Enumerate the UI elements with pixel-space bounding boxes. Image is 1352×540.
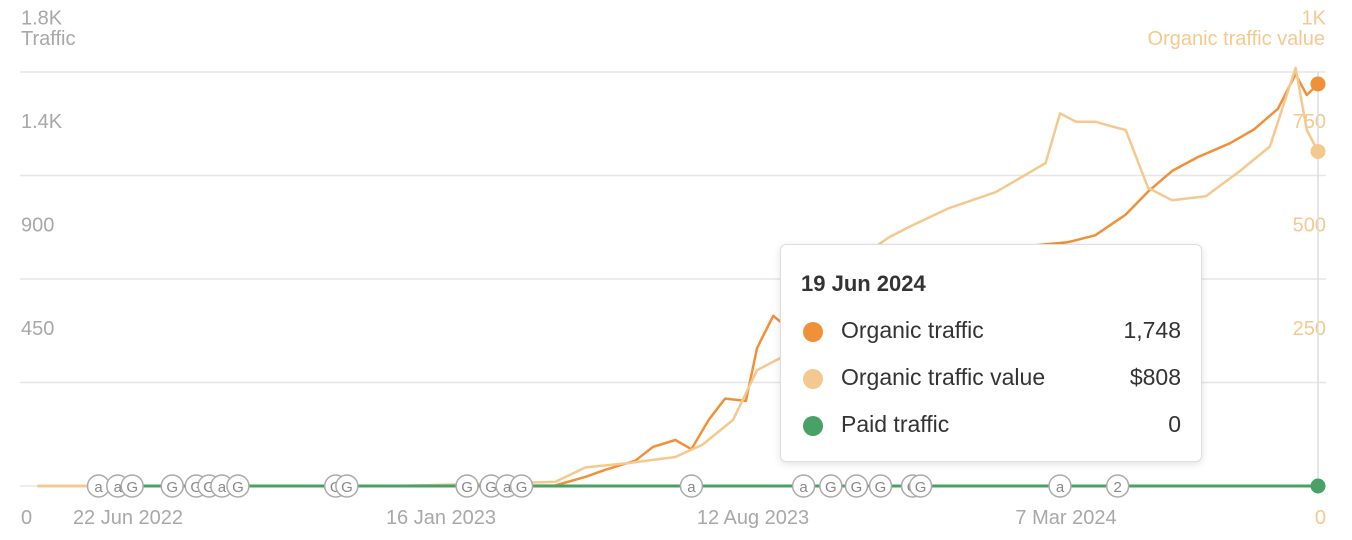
tooltip-label: Paid traffic [841,411,950,437]
y-tick-label-right: 500 [1293,214,1326,236]
y-tick-label-right: 0 [1315,507,1326,529]
annotation-marker-label: G [825,479,837,496]
y-tick-label-left: 450 [21,318,54,340]
annotation-marker [509,474,534,498]
tooltip-value: 0 [1168,411,1181,437]
annotation-marker [868,474,893,498]
y-tick-label-right: 250 [1293,318,1326,340]
paid-traffic-dot-icon [803,416,823,436]
annotation-marker [160,474,184,498]
y-tick-label-left: 1.4K [21,111,63,133]
annotation-marker-label: G [461,479,473,496]
annotation-marker [226,474,250,498]
tooltip-label: Organic traffic [841,317,984,343]
annotation-marker-label: G [126,479,138,496]
tooltip-row-organic-traffic-value: Organic traffic value $808 [801,364,1181,394]
tooltip-label: Organic traffic value [841,364,1046,390]
annotation-marker-label: G [851,479,863,496]
annotation-marker-label: a [114,479,123,496]
organic-traffic-value-dot-icon [803,369,823,389]
y-tick-label-right: 1K [1302,7,1327,29]
left-axis-title: Traffic [21,28,76,50]
y-tick-label-right: 750 [1293,111,1326,133]
annotation-marker-label: G [203,479,215,496]
annotation-marker [791,474,816,498]
annotation-marker [844,474,869,498]
annotation-marker-label: a [687,479,696,496]
annotation-marker-label: a [1056,479,1065,496]
annotation-marker-label: a [218,479,227,496]
annotation-marker [455,474,479,498]
x-tick-label: 7 Mar 2024 [1015,507,1116,529]
hover-point-organic-traffic-value [1310,143,1326,159]
annotation-marker-label: G [485,479,497,496]
annotation-marker-label: G [915,479,927,496]
annotation-marker-label: G [190,479,202,496]
annotation-marker [679,474,704,498]
annotation-marker-label: 2 [1114,479,1122,496]
y-tick-label-left: 1.8K [21,7,63,29]
annotation-marker-label: G [875,479,887,496]
x-tick-label: 22 Jun 2022 [73,507,183,529]
tooltip-value: 1,748 [1123,317,1181,343]
annotation-marker [908,474,933,498]
tooltip-value: $808 [1129,364,1181,390]
annotation-marker [1105,474,1130,498]
hover-tooltip: 19 Jun 2024 Organic traffic 1,748 Organi… [780,244,1202,462]
annotation-marker-label: G [232,479,244,496]
x-tick-label: 12 Aug 2023 [697,507,809,529]
hover-point-organic-traffic [1310,76,1326,92]
annotation-marker [120,474,144,498]
annotation-marker [335,474,359,498]
tooltip-row-organic-traffic: Organic traffic 1,748 [801,317,1181,347]
annotation-marker-label: G [341,479,353,496]
tooltip-row-paid-traffic: Paid traffic 0 [801,411,1181,441]
annotation-marker-label: a [503,479,512,496]
y-tick-label-left: 0 [21,507,32,529]
right-axis-title: Organic traffic value [1147,28,1326,50]
organic-traffic-dot-icon [803,322,823,342]
y-tick-label-left: 900 [21,214,54,236]
tooltip-date: 19 Jun 2024 [801,271,926,296]
series-line-organic-traffic-value [37,66,1320,488]
annotation-marker-label: G [516,479,528,496]
annotation-marker-label: a [94,479,103,496]
annotation-marker-label: G [166,479,178,496]
annotation-marker-label: a [799,479,808,496]
annotation-marker [819,474,843,498]
hover-point-paid-traffic [1310,478,1326,494]
annotation-marker [1048,474,1072,498]
x-tick-label: 16 Jan 2023 [386,507,496,529]
